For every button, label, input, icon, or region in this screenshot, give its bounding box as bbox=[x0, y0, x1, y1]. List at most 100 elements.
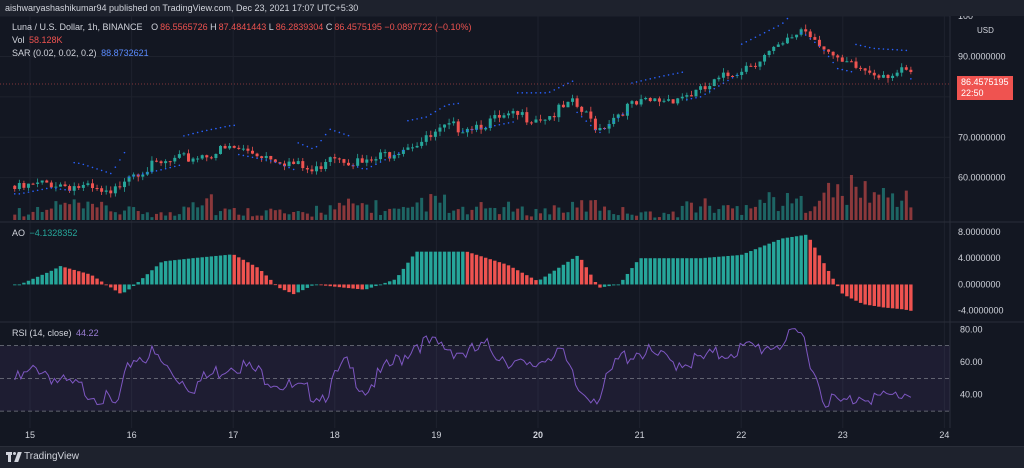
time-tick-label: 23 bbox=[838, 430, 848, 440]
ao-axis[interactable]: 8.0000000 4.0000000 0.0000000 -4.0000000 bbox=[958, 227, 1004, 316]
high-label: H bbox=[210, 22, 217, 32]
ao-bar bbox=[232, 254, 236, 285]
candle-body bbox=[493, 115, 497, 119]
volume-bar bbox=[877, 194, 881, 220]
ao-bar bbox=[515, 270, 520, 285]
symbol-title[interactable]: Luna / U.S. Dollar, 1h, BINANCE bbox=[12, 22, 143, 32]
volume-legend[interactable]: Vol 58.128K bbox=[12, 35, 63, 45]
sar-dot bbox=[882, 48, 885, 50]
ao-bar bbox=[703, 257, 707, 285]
sar-dot bbox=[384, 158, 386, 161]
ao-bar bbox=[662, 258, 666, 285]
sar-legend[interactable]: SAR (0.02, 0.02, 0.2) 88.8732621 bbox=[12, 48, 149, 58]
candle-body bbox=[808, 31, 812, 38]
sar-dot bbox=[420, 117, 423, 119]
ao-bar bbox=[191, 258, 195, 285]
close-label: C bbox=[325, 22, 333, 32]
sar-dot bbox=[622, 113, 624, 116]
ao-bar bbox=[200, 257, 204, 285]
candle-body bbox=[731, 75, 735, 77]
candle-body bbox=[822, 46, 826, 50]
sar-dot bbox=[269, 160, 272, 162]
volume-bar bbox=[895, 206, 899, 220]
candle-body bbox=[40, 180, 44, 183]
ao-bar bbox=[602, 284, 607, 287]
rsi-axis[interactable]: 80.00 60.00 40.00 bbox=[960, 324, 983, 399]
volume-bar bbox=[475, 206, 479, 220]
volume-bar bbox=[465, 214, 469, 220]
candle-body bbox=[790, 37, 794, 39]
volume-bar bbox=[781, 205, 785, 220]
sar-dot bbox=[603, 127, 606, 130]
sar-dot bbox=[548, 91, 551, 93]
candle-body bbox=[401, 149, 405, 154]
tradingview-brand[interactable]: TradingView bbox=[6, 451, 79, 462]
sar-dot bbox=[818, 45, 821, 47]
ao-bar bbox=[726, 256, 730, 285]
candle-body bbox=[630, 101, 634, 104]
candle-body bbox=[461, 132, 465, 134]
volume-bar bbox=[571, 201, 575, 220]
candle-body bbox=[653, 98, 657, 102]
sar-dot bbox=[398, 152, 400, 154]
sar-dot bbox=[494, 124, 496, 127]
sar-dot bbox=[782, 22, 784, 24]
ao-label: AO bbox=[12, 228, 26, 238]
candle-body bbox=[616, 114, 620, 118]
ao-bar bbox=[442, 251, 447, 285]
candle-body bbox=[301, 161, 305, 169]
ao-legend[interactable]: AO −4.1328352 bbox=[12, 228, 77, 238]
currency-label[interactable]: USD bbox=[977, 26, 994, 35]
sar-dot bbox=[452, 103, 455, 105]
ao-bar bbox=[227, 254, 232, 285]
volume-bar bbox=[333, 209, 337, 220]
volume-bar bbox=[72, 199, 76, 220]
volume-bar bbox=[219, 211, 222, 220]
time-axis[interactable]: 15 16 17 18 19 20 21 22 23 24 bbox=[25, 430, 949, 440]
ao-bar bbox=[383, 282, 387, 285]
ao-bar bbox=[529, 277, 534, 285]
ao-bar bbox=[840, 284, 844, 294]
ao-bar bbox=[17, 284, 22, 286]
sar-dot bbox=[407, 119, 409, 122]
ao-bar bbox=[566, 261, 570, 285]
ao-bar bbox=[781, 238, 785, 285]
ao-bar bbox=[173, 260, 177, 285]
ao-bar bbox=[81, 272, 86, 285]
sar-dot bbox=[128, 176, 130, 178]
ao-bar bbox=[653, 258, 657, 285]
sar-dot bbox=[562, 84, 565, 87]
ao-bar bbox=[547, 273, 552, 285]
sar-dot bbox=[279, 163, 281, 165]
candle-body bbox=[305, 168, 309, 170]
candle-body bbox=[31, 183, 35, 185]
candle-body bbox=[516, 111, 520, 115]
chart-canvas[interactable]: 10090.000000080.000000070.000000060.0000… bbox=[0, 16, 1024, 446]
ao-bar bbox=[813, 247, 817, 285]
candle-body bbox=[863, 68, 867, 71]
volume-bar bbox=[392, 208, 396, 220]
volume-bar bbox=[388, 208, 392, 220]
volume-bar bbox=[813, 206, 817, 220]
candle-body bbox=[767, 50, 771, 55]
candle-body bbox=[753, 65, 757, 67]
sar-dot bbox=[224, 125, 226, 128]
candle-body bbox=[310, 169, 314, 172]
volume-bar bbox=[264, 210, 268, 220]
candle-body bbox=[292, 161, 296, 165]
candle-body bbox=[831, 51, 835, 56]
rsi-legend[interactable]: RSI (14, close) 44.22 bbox=[12, 328, 99, 338]
candle-body bbox=[232, 145, 236, 148]
ao-bar bbox=[159, 262, 163, 285]
ao-bar bbox=[538, 279, 543, 285]
candle-body bbox=[772, 46, 776, 51]
volume-bar bbox=[81, 208, 85, 220]
candle-body bbox=[383, 152, 387, 154]
volume-bar bbox=[699, 206, 703, 220]
candle-body bbox=[246, 148, 250, 151]
candle-body bbox=[269, 155, 273, 160]
ao-bar bbox=[534, 280, 538, 285]
volume-bar bbox=[680, 205, 684, 220]
candle-body bbox=[854, 61, 858, 68]
volume-bar bbox=[337, 202, 341, 220]
